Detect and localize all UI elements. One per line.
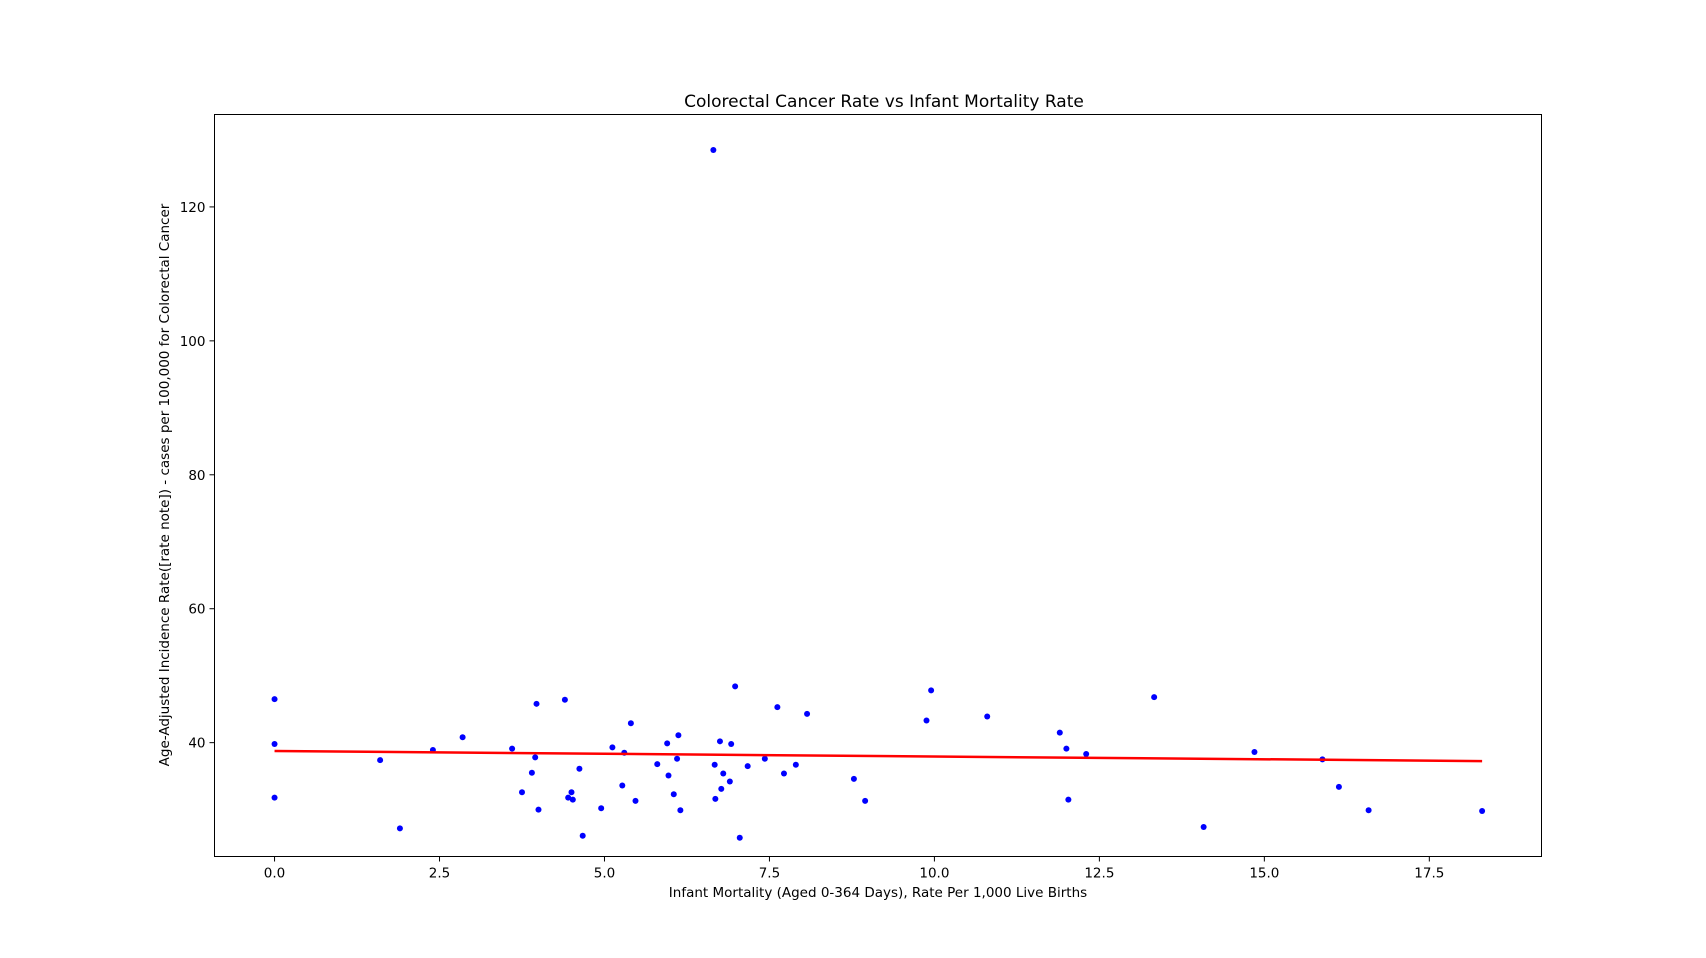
data-point (928, 687, 935, 694)
y-axis-label: Age-Adjusted Incidence Rate([rate note])… (157, 203, 173, 766)
data-point (780, 770, 787, 777)
data-points (271, 146, 1486, 841)
data-point (1335, 783, 1342, 790)
y-tick-label: 80 (188, 468, 205, 484)
data-point (569, 796, 576, 803)
x-axis-label: Infant Mortality (Aged 0-364 Days), Rate… (669, 885, 1087, 901)
y-tick-label: 120 (180, 200, 206, 216)
data-point (632, 797, 639, 804)
data-point (710, 146, 717, 153)
data-point (674, 755, 681, 762)
data-point (396, 825, 403, 832)
data-point (271, 696, 278, 703)
data-point (728, 740, 735, 747)
x-tick-label: 0.0 (264, 866, 285, 882)
data-point (1083, 751, 1090, 758)
x-axis-ticks: 0.0 2.5 5.0 7.5 10.0 12.5 15.0 17.5 (264, 856, 1444, 882)
data-point (792, 761, 799, 768)
data-point (716, 738, 723, 745)
data-point (670, 791, 677, 798)
data-point (1251, 749, 1258, 756)
data-point (736, 834, 743, 841)
data-point (271, 740, 278, 747)
regression-line-group (274, 749, 1483, 763)
data-point (609, 744, 616, 751)
data-point (761, 755, 768, 762)
data-point (1151, 694, 1158, 701)
data-point (1063, 745, 1070, 752)
data-point (518, 789, 525, 796)
data-point (744, 763, 751, 770)
data-point (984, 713, 991, 720)
data-point (1479, 807, 1486, 814)
x-tick-label: 15.0 (1249, 866, 1279, 882)
x-tick-label: 10.0 (919, 866, 949, 882)
data-point (711, 761, 718, 768)
data-point (804, 710, 811, 717)
chart-title: Colorectal Cancer Rate vs Infant Mortali… (684, 92, 1084, 112)
data-point (532, 754, 539, 761)
data-point (565, 794, 572, 801)
data-point (774, 704, 781, 711)
data-point (850, 775, 857, 782)
x-tick-label: 12.5 (1084, 866, 1114, 882)
y-tick-label: 60 (188, 602, 205, 618)
data-point (377, 757, 384, 764)
x-tick-label: 7.5 (759, 866, 780, 882)
x-tick-label: 5.0 (594, 866, 615, 882)
data-point (1065, 796, 1072, 803)
data-point (619, 782, 626, 789)
plot-frame (214, 114, 1542, 857)
y-axis-ticks: 40 60 80 100 120 (180, 200, 215, 752)
regression-line (274, 749, 1483, 763)
data-point (459, 734, 466, 741)
data-point (677, 807, 684, 814)
x-tick-label: 17.5 (1414, 866, 1444, 882)
data-point (598, 805, 605, 812)
x-tick-label: 2.5 (429, 866, 450, 882)
y-tick-label: 40 (188, 736, 205, 752)
data-point (1056, 729, 1063, 736)
data-point (576, 765, 583, 772)
data-point (533, 700, 540, 707)
data-point (627, 720, 634, 727)
data-point (712, 795, 719, 802)
data-point (509, 745, 516, 752)
data-point (1365, 807, 1372, 814)
data-point (561, 696, 568, 703)
data-point (1200, 824, 1207, 831)
data-point (535, 806, 542, 813)
data-point (654, 761, 661, 768)
data-point (664, 740, 671, 747)
data-point (528, 769, 535, 776)
data-point (675, 732, 682, 739)
data-point (726, 778, 733, 785)
y-tick-label: 100 (180, 334, 206, 350)
data-point (732, 683, 739, 690)
data-point (568, 789, 575, 796)
data-point (579, 832, 586, 839)
data-point (665, 772, 672, 779)
data-point (923, 717, 930, 724)
data-point (718, 785, 725, 792)
data-point (271, 794, 278, 801)
data-point (862, 797, 869, 804)
data-point (720, 770, 727, 777)
